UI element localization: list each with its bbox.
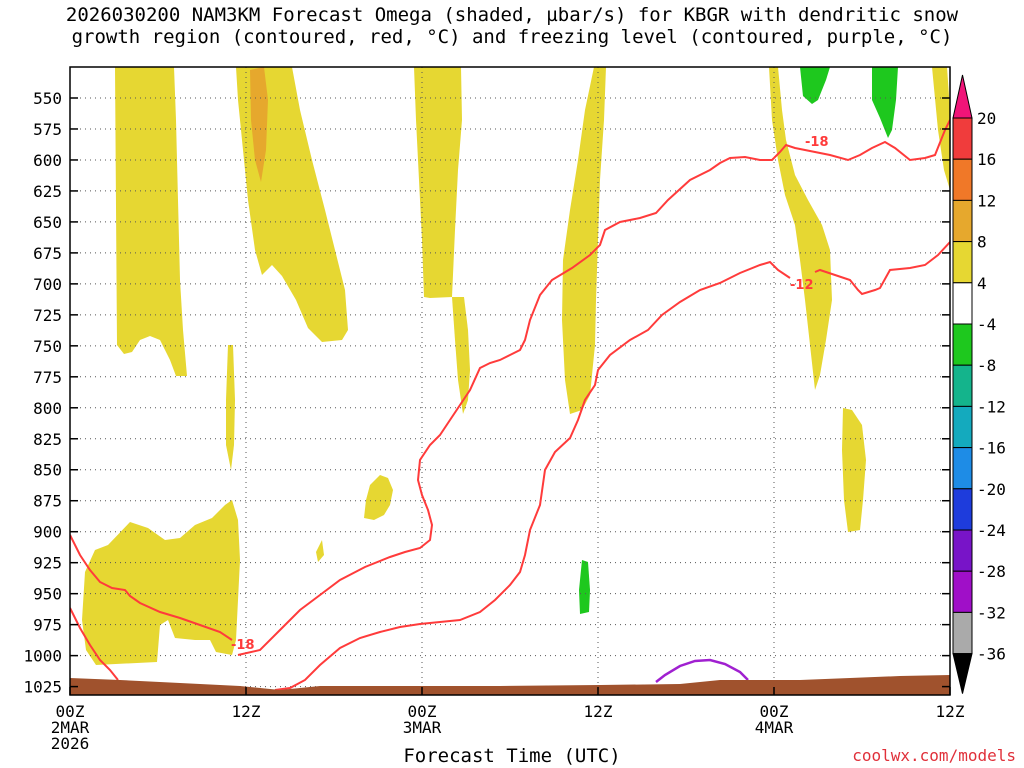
- x-axis-title: Forecast Time (UTC): [403, 745, 621, 767]
- contour-label-minus-12: -12: [790, 278, 814, 293]
- y-axis: 550 575 600 625 650 675 700 725 750 775 800 825 850 8…: [23, 89, 950, 697]
- colorbar-label: 8: [977, 233, 987, 252]
- contour-lines: [70, 119, 950, 691]
- omega-region-negative: [872, 67, 898, 138]
- colorbar-label: -8: [977, 356, 996, 375]
- x-tick-label: 12Z: [232, 702, 261, 721]
- colorbar-swatch: [952, 405, 973, 449]
- contour-label-minus-18: -18: [805, 135, 829, 150]
- colorbar-label: 12: [977, 191, 996, 210]
- y-tick-label: 975: [33, 616, 62, 635]
- y-tick-label: 1025: [23, 678, 62, 697]
- colorbar-label: -32: [977, 603, 1006, 622]
- y-tick-label: 875: [33, 492, 62, 511]
- omega-region: [316, 540, 324, 562]
- y-tick-label: 700: [33, 275, 62, 294]
- omega-region: [364, 475, 393, 520]
- x-tick-label: 00Z: [408, 702, 437, 721]
- x-tick-date: 2MAR: [51, 718, 90, 737]
- omega-region: [250, 67, 268, 182]
- omega-region: [414, 67, 462, 298]
- contour-line-minus-18: [237, 119, 950, 656]
- y-tick-label: 750: [33, 337, 62, 356]
- y-tick-label: 950: [33, 585, 62, 604]
- contour-line-minus-12: [814, 241, 950, 296]
- colorbar-label: 20: [977, 109, 996, 128]
- chart-title: 2026030200 NAM3KM Forecast Omega (shaded…: [0, 4, 1024, 48]
- colorbar-label: -28: [977, 562, 1006, 581]
- omega-region-negative: [800, 67, 830, 104]
- y-tick-label: 625: [33, 182, 62, 201]
- colorbar-label: -20: [977, 480, 1006, 499]
- omega-region: [769, 67, 832, 390]
- x-tick-label: 00Z: [56, 702, 85, 721]
- y-tick-label: 825: [33, 430, 62, 449]
- y-tick-label: 775: [33, 368, 62, 387]
- omega-region: [452, 297, 470, 414]
- colorbar-label: 4: [977, 274, 987, 293]
- title-line-2: growth region (contoured, red, °C) and f…: [71, 26, 953, 48]
- colorbar-swatch: [952, 570, 973, 613]
- colorbar-swatch: [952, 323, 973, 366]
- omega-region: [82, 500, 240, 665]
- x-tick-year: 2026: [51, 734, 90, 753]
- contour-label-minus-18-low: -18: [231, 638, 255, 653]
- title-line-1: 2026030200 NAM3KM Forecast Omega (shaded…: [65, 4, 959, 26]
- y-tick-label: 675: [33, 244, 62, 263]
- omega-region: [562, 67, 606, 414]
- colorbar-swatch: [952, 364, 973, 407]
- y-tick-label: 925: [33, 554, 62, 573]
- colorbar-swatch: [952, 199, 973, 243]
- y-tick-label: 550: [33, 89, 62, 108]
- colorbar-swatch: [952, 282, 973, 325]
- y-tick-label: 575: [33, 120, 62, 139]
- colorbar-swatch: [952, 529, 973, 572]
- colorbar-label: -4: [977, 315, 996, 334]
- y-tick-label: 600: [33, 151, 62, 170]
- y-tick-label: 725: [33, 306, 62, 325]
- colorbar-label: -16: [977, 439, 1006, 458]
- colorbar-label: 16: [977, 150, 996, 169]
- x-tick-date: 4MAR: [755, 718, 794, 737]
- colorbar-label: -12: [977, 397, 1006, 416]
- contour-line-minus-12: [274, 260, 791, 691]
- colorbar-swatch: [952, 241, 973, 284]
- y-tick-label: 1000: [23, 647, 62, 666]
- colorbar-label: -36: [977, 645, 1006, 664]
- colorbar-arrow-bottom: [952, 653, 973, 694]
- colorbar-swatch: [952, 447, 973, 490]
- colorbar-label: -24: [977, 521, 1006, 540]
- x-tick-label: 12Z: [584, 702, 613, 721]
- x-tick-label: 00Z: [760, 702, 789, 721]
- contour-line-minus-18-low: [70, 534, 233, 641]
- colorbar-swatch: [952, 488, 973, 531]
- y-tick-label: 800: [33, 399, 62, 418]
- omega-region-negative: [579, 560, 590, 614]
- credit-text: coolwx.com/models: [852, 746, 1016, 765]
- plot-frame: [69, 66, 951, 696]
- omega-shading: [82, 67, 950, 665]
- colorbar-arrow-top: [952, 74, 973, 119]
- y-tick-label: 900: [33, 523, 62, 542]
- y-tick-label: 650: [33, 213, 62, 232]
- colorbar-swatch: [952, 117, 973, 160]
- colorbar: 20 16 12 8 4 -4 -8 -12 -16 -20 -24 -28 -32 -36: [952, 74, 1006, 694]
- y-tick-label: 850: [33, 461, 62, 480]
- x-tick-date: 3MAR: [403, 718, 442, 737]
- freezing-level-line: [655, 658, 749, 683]
- colorbar-swatch: [952, 158, 973, 201]
- contour-line-minus-18-low: [70, 607, 119, 681]
- ground-terrain: [70, 675, 950, 695]
- x-tick-label: 12Z: [936, 702, 965, 721]
- colorbar-swatch: [952, 611, 973, 655]
